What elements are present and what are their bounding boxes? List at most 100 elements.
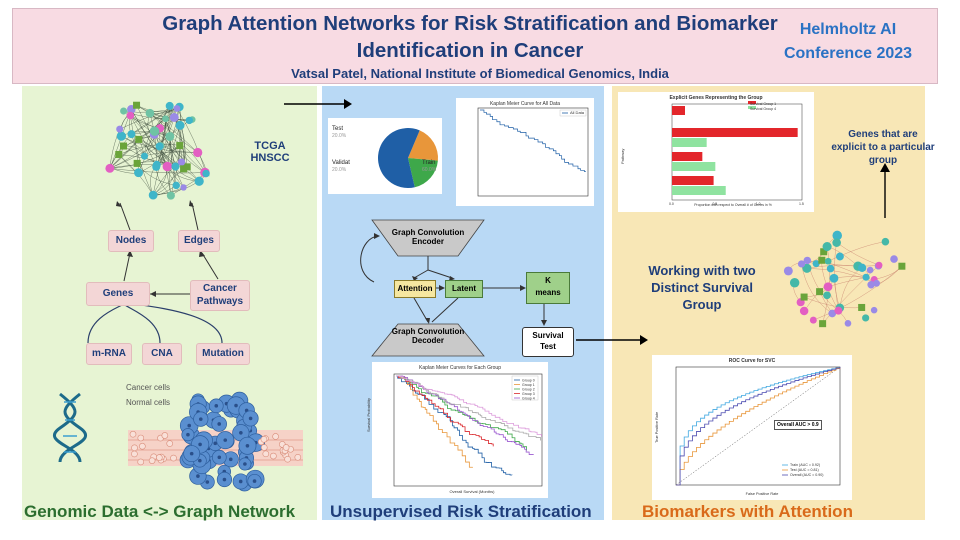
roc-frame [675,366,841,486]
km-legend-label: Group 0 [522,379,535,383]
explicit-line-3: group [868,155,898,166]
survival-line-1: Survival [532,331,564,340]
network-square-node [820,248,828,256]
kmeans-line-1: K [545,276,551,285]
normal-cell [156,454,163,461]
bar-chart-plot: 0.0 0.5 1.0 1.5 [669,101,804,206]
conference-line-1: Helmholtz AI [799,21,897,38]
network-node [802,263,812,273]
network-node [120,107,128,115]
cell-nucleus [248,416,253,421]
km-groups-ylabel: Survival Probability [366,397,371,432]
bar-chart-ylabel: Pathway [620,148,625,164]
network-node [180,184,187,191]
pie-pct-label: 20.0% [332,167,347,173]
cell-nucleus [189,451,194,456]
network-node [862,314,870,322]
normal-cells-label: Normal cells [126,398,171,407]
network-node [857,263,867,272]
title-line-1: Graph Attention Networks for Risk Strati… [162,12,778,35]
roc-legend-overall: Overall (AUC = 0.90) [790,473,824,477]
network-node [162,115,169,123]
network-node [832,230,842,241]
cell-nucleus [238,479,243,484]
network-node [152,162,161,171]
network-square-node [180,165,188,173]
cell-nucleus [213,441,218,446]
kmeans-line-2: means [535,288,561,297]
decoder-line-1: Graph Convolution [391,327,465,336]
km-legend-label: Group 3 [522,392,535,396]
cell-nucleus [245,444,250,448]
km-curve [480,109,586,172]
dataset-line-1: TCGA [254,140,286,152]
cell-nucleus [234,403,238,408]
kmeans-box: K means [526,272,570,304]
roc-legend: Train (AUC = 0.92) Test (AUC = 0.81) Ove… [790,463,823,478]
network-node [165,131,175,141]
network-node [873,279,880,287]
km-group-curve [396,375,542,437]
dataset-line-2: HNSCC [250,152,290,164]
network-node [797,260,806,268]
network-node [140,152,149,160]
bar-chart-title: Explicit Genes Representing the Group [669,95,763,101]
network-node [116,131,127,141]
cell-nucleus [198,417,203,421]
pie-label: Train [422,160,435,166]
latent-box: Latent [445,280,483,298]
decoder-label: Graph Convolution Decoder [380,327,476,345]
network-node [809,316,817,324]
cell-nucleus [243,462,247,466]
km-group-curve [396,375,473,468]
title-line-2: Identification in Cancer [356,39,584,62]
normal-cell [131,444,138,452]
panel3-footer: Biomarkers with Attention [642,502,853,521]
normal-cell [131,450,138,458]
network-edge [109,106,180,169]
roc-xlabel: False Positive Rate [745,492,779,496]
network-node [826,264,835,273]
network-node [169,112,179,122]
network-square-node [176,142,184,150]
roc-legend-train: Train (AUC = 0.92) [790,463,821,467]
header-banner [12,8,938,84]
roc-curve [676,367,841,486]
network-node [202,169,210,178]
pathways-line-1: Cancer [203,283,237,294]
km-legend-label: Group 1 [522,383,535,387]
pie-pct-label: 60.0% [422,167,437,173]
edges-box: Edges [178,230,220,252]
normal-cell [129,430,137,438]
km-legend-label: Group 4 [522,397,535,401]
network-edge [834,242,839,311]
conference-line-2: Conference 2023 [783,45,913,62]
network-node [148,190,158,200]
network-square-node [818,256,826,264]
network-node [862,273,870,281]
cell-nucleus [217,455,222,460]
bar-chart-legend: Survival Group 1 Survival Group 4 [750,102,776,112]
working-line-1: Working with two [648,263,756,278]
cell-nucleus [214,404,219,408]
explicit-line-2: explicit to a particular [831,142,935,153]
network-node [822,242,832,252]
network-node [126,111,135,120]
network-node [867,281,875,289]
network-node [193,147,203,158]
network-node [824,257,832,265]
network-node [105,163,115,173]
network-square-node [115,150,123,158]
cell-nucleus [228,457,233,462]
pie-label: Test [332,126,343,132]
km-groups-title: Kaplan Meier Curves for Each Group [419,365,501,371]
km-legend-label: Group 2 [522,388,535,392]
network-node [149,126,160,136]
network-square-node [800,293,808,301]
encoder-line-2: Encoder [411,237,444,246]
network-node [875,261,883,269]
pie-slice [408,130,438,161]
network-square-node [120,142,128,150]
pathways-box: Cancer Pathways [190,280,250,311]
